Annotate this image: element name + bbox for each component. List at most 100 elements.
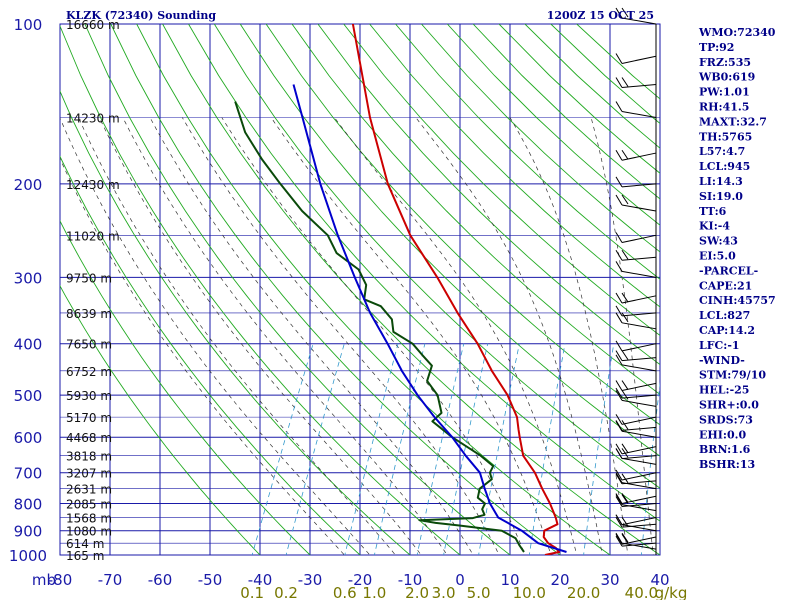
index-item: TH:5765 <box>699 130 752 143</box>
series-dewpoint-line <box>234 101 525 553</box>
temperature-tick-label: 10 <box>500 571 519 589</box>
wind-barb-shaft <box>621 322 657 330</box>
index-item: EHI:0.0 <box>699 428 746 441</box>
index-item: KI:-4 <box>699 220 730 233</box>
moist-adiabats <box>60 117 654 555</box>
wind-barb-flag <box>621 77 629 87</box>
dry-adiabat <box>421 24 660 253</box>
wind-barb-flag <box>615 305 623 317</box>
wind-barb-flag <box>621 494 629 504</box>
wind-barb-flag <box>615 53 623 64</box>
height-label: 7650 m <box>66 338 112 352</box>
height-label: 1568 m <box>66 512 112 526</box>
moist-adiabat <box>149 117 474 555</box>
dry-adiabat <box>60 155 361 555</box>
wind-barb-flag <box>615 420 623 432</box>
dry-adiabat <box>188 24 660 522</box>
wind-barb-flag <box>621 493 629 503</box>
wind-barb-shaft <box>621 55 657 64</box>
wind-barb-shaft <box>621 472 657 481</box>
wind-barb-flag <box>621 194 629 205</box>
wind-barb-flag <box>615 496 623 507</box>
wind-barb-flag <box>615 150 623 161</box>
moist-adiabat <box>122 117 448 555</box>
index-item: LI:14.3 <box>699 175 743 188</box>
dry-adiabat <box>395 24 660 280</box>
index-item: CAP:14.2 <box>699 324 755 337</box>
pressure-tick-label: 900 <box>14 523 43 541</box>
index-item: STM:79/10 <box>699 369 766 382</box>
wind-barb-shaft <box>621 542 657 547</box>
index-item: FRZ:535 <box>699 56 751 69</box>
dry-adiabat <box>343 24 660 336</box>
wind-barb-flag <box>615 354 623 366</box>
wind-barb-shaft <box>621 523 657 528</box>
wind-barb-flag <box>615 532 623 544</box>
chart-datetime: 1200Z 15 OCT 25 <box>547 9 654 22</box>
sounding-profiles <box>234 24 567 555</box>
wind-barb-shaft <box>621 455 657 460</box>
temperature-tick-label: 0 <box>455 571 465 589</box>
wind-barb-flag <box>615 516 623 528</box>
wind-barb-shaft <box>621 524 657 532</box>
wind-barb-flag <box>621 249 629 260</box>
index-item: SI:19.0 <box>699 190 743 203</box>
height-label: 16660 m <box>66 18 120 32</box>
wind-barb-flag <box>621 448 629 458</box>
wind-barb-shaft <box>621 234 657 244</box>
mixing-ratio-lines <box>251 343 660 555</box>
wind-barb-shaft <box>621 416 657 425</box>
wind-barb-flag <box>615 380 623 391</box>
mixing-ratio-tick-label: 2.0 <box>405 584 429 600</box>
dry-adiabat <box>60 220 311 555</box>
temperature-tick-label: -40 <box>248 571 273 589</box>
wind-barb-shaft <box>621 183 657 188</box>
height-label: 2085 m <box>66 498 112 512</box>
wind-barb-shaft <box>621 382 657 392</box>
wind-barb-flag <box>621 292 629 303</box>
index-item: LCL:827 <box>699 309 750 322</box>
pressure-tick-label: 700 <box>14 465 43 483</box>
wind-barb-shaft <box>621 152 657 161</box>
temperature-tick-label: 30 <box>600 571 619 589</box>
wind-barb-flag <box>615 7 623 19</box>
temperature-tick-label: -80 <box>48 571 73 589</box>
moist-adiabat <box>221 117 526 555</box>
height-label: 614 m <box>66 537 104 551</box>
index-item: L57:4.7 <box>699 145 745 158</box>
wind-barb-flag <box>615 261 623 272</box>
wind-barb-flag <box>615 443 623 455</box>
dry-adiabats <box>60 24 660 555</box>
wind-barb-flag <box>621 473 629 484</box>
wind-barb-flag <box>615 387 623 399</box>
mixing-ratio-tick-label: 40.0 <box>625 584 658 600</box>
chart-title: KLZK (72340) Sounding <box>66 9 216 22</box>
wind-barb-flag <box>615 101 623 112</box>
mixing-ratio-line <box>251 343 314 555</box>
temperature-tick-label: 20 <box>550 571 569 589</box>
moist-adiabat <box>98 117 422 555</box>
height-label: 3207 m <box>66 467 112 481</box>
height-label: 14230 m <box>66 112 120 126</box>
dry-adiabat <box>110 24 561 555</box>
height-label: 6752 m <box>66 365 112 379</box>
wind-barb-flag <box>621 420 629 430</box>
index-item: MAXT:32.7 <box>699 115 767 128</box>
wind-barb-shaft <box>621 446 657 455</box>
index-item: SRDS:73 <box>699 413 753 426</box>
wind-barb-flag <box>615 514 623 525</box>
temperature-tick-label: -20 <box>348 571 373 589</box>
wind-barb-shaft <box>621 426 657 431</box>
index-item: TT:6 <box>699 205 727 218</box>
wind-barb-shaft <box>621 542 657 550</box>
index-item: RH:41.5 <box>699 101 749 114</box>
wind-barb-shaft <box>621 394 657 399</box>
moist-adiabat <box>270 117 552 555</box>
mixing-ratio-unit-label: g/kg <box>655 584 688 600</box>
mixing-ratio-tick-label: 1.0 <box>362 584 386 600</box>
wind-barb-shaft <box>621 517 657 526</box>
dry-adiabat <box>136 24 611 555</box>
dry-adiabat <box>162 24 660 555</box>
